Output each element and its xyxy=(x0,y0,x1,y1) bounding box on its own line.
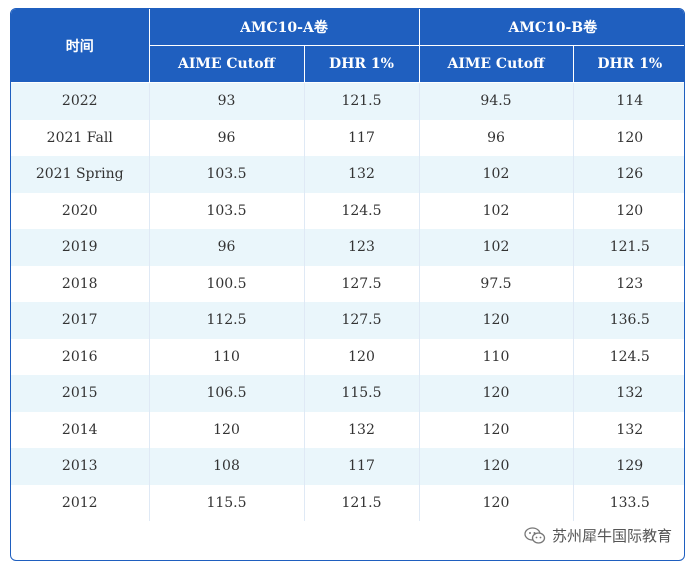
cell-a-aime-cutoff: 93 xyxy=(149,82,305,120)
cell-a-dhr: 120 xyxy=(304,338,420,375)
cell-a-dhr: 117 xyxy=(304,448,420,485)
cell-year: 2014 xyxy=(11,411,150,448)
cell-a-dhr: 117 xyxy=(304,119,420,156)
table-row: 2012 115.5 121.5 120 133.5 xyxy=(11,484,684,521)
cell-year: 2017 xyxy=(11,302,150,339)
cell-b-dhr: 120 xyxy=(573,119,684,156)
cutoff-table: 时间 AMC10-A卷 AMC10-B卷 AIME Cutoff DHR 1% … xyxy=(11,9,684,521)
cell-year: 2015 xyxy=(11,375,150,412)
cell-a-dhr: 132 xyxy=(304,156,420,193)
cutoff-table-frame: 时间 AMC10-A卷 AMC10-B卷 AIME Cutoff DHR 1% … xyxy=(10,8,685,561)
table-row: 2019 96 123 102 121.5 xyxy=(11,229,684,266)
header-a-aime-cutoff: AIME Cutoff xyxy=(149,45,305,83)
table-row: 2013 108 117 120 129 xyxy=(11,448,684,485)
cell-a-dhr: 121.5 xyxy=(304,82,420,120)
cell-b-aime-cutoff: 110 xyxy=(419,338,574,375)
cell-b-dhr: 129 xyxy=(573,448,684,485)
cell-year: 2018 xyxy=(11,265,150,302)
cell-a-aime-cutoff: 115.5 xyxy=(149,484,305,521)
header-amc10a: AMC10-A卷 xyxy=(149,9,420,46)
cell-a-aime-cutoff: 112.5 xyxy=(149,302,305,339)
cell-a-dhr: 127.5 xyxy=(304,265,420,302)
table-row: 2017 112.5 127.5 120 136.5 xyxy=(11,302,684,339)
cell-year: 2020 xyxy=(11,192,150,229)
table-row: 2016 110 120 110 124.5 xyxy=(11,338,684,375)
cell-a-aime-cutoff: 108 xyxy=(149,448,305,485)
cell-b-dhr: 123 xyxy=(573,265,684,302)
cell-b-dhr: 132 xyxy=(573,411,684,448)
cell-year: 2016 xyxy=(11,338,150,375)
header-a-dhr: DHR 1% xyxy=(304,45,420,83)
cell-b-dhr: 132 xyxy=(573,375,684,412)
cell-year: 2012 xyxy=(11,484,150,521)
header-amc10b: AMC10-B卷 xyxy=(419,9,684,46)
cell-year: 2021 Spring xyxy=(11,156,150,193)
cell-b-aime-cutoff: 120 xyxy=(419,302,574,339)
cell-b-dhr: 114 xyxy=(573,82,684,120)
cell-year: 2019 xyxy=(11,229,150,266)
cell-a-dhr: 115.5 xyxy=(304,375,420,412)
cell-b-dhr: 126 xyxy=(573,156,684,193)
cell-b-aime-cutoff: 102 xyxy=(419,192,574,229)
cell-b-aime-cutoff: 102 xyxy=(419,156,574,193)
cell-b-aime-cutoff: 120 xyxy=(419,375,574,412)
cell-b-dhr: 133.5 xyxy=(573,484,684,521)
wechat-icon xyxy=(524,526,546,544)
cell-a-aime-cutoff: 110 xyxy=(149,338,305,375)
table-row: 2021 Fall 96 117 96 120 xyxy=(11,119,684,156)
cell-b-dhr: 136.5 xyxy=(573,302,684,339)
cell-b-aime-cutoff: 97.5 xyxy=(419,265,574,302)
cell-a-dhr: 127.5 xyxy=(304,302,420,339)
cell-a-dhr: 121.5 xyxy=(304,484,420,521)
table-header: 时间 AMC10-A卷 AMC10-B卷 AIME Cutoff DHR 1% … xyxy=(11,9,684,83)
cell-b-aime-cutoff: 94.5 xyxy=(419,82,574,120)
table-row: 2022 93 121.5 94.5 114 xyxy=(11,82,684,120)
table-row: 2021 Spring 103.5 132 102 126 xyxy=(11,156,684,193)
header-time: 时间 xyxy=(11,9,150,83)
cell-b-aime-cutoff: 102 xyxy=(419,229,574,266)
cell-a-aime-cutoff: 100.5 xyxy=(149,265,305,302)
cell-b-aime-cutoff: 96 xyxy=(419,119,574,156)
watermark-text: 苏州犀牛国际教育 xyxy=(551,527,672,545)
cell-a-aime-cutoff: 120 xyxy=(149,411,305,448)
watermark: 苏州犀牛国际教育 xyxy=(524,525,672,546)
cell-b-aime-cutoff: 120 xyxy=(419,484,574,521)
cell-b-dhr: 121.5 xyxy=(573,229,684,266)
table-row: 2020 103.5 124.5 102 120 xyxy=(11,192,684,229)
table-row: 2018 100.5 127.5 97.5 123 xyxy=(11,265,684,302)
cell-year: 2022 xyxy=(11,82,150,120)
cell-a-aime-cutoff: 96 xyxy=(149,229,305,266)
header-b-aime-cutoff: AIME Cutoff xyxy=(419,45,574,83)
cell-a-aime-cutoff: 96 xyxy=(149,119,305,156)
table-row: 2015 106.5 115.5 120 132 xyxy=(11,375,684,412)
cell-a-aime-cutoff: 103.5 xyxy=(149,192,305,229)
cell-a-dhr: 124.5 xyxy=(304,192,420,229)
cell-a-aime-cutoff: 106.5 xyxy=(149,375,305,412)
table-row: 2014 120 132 120 132 xyxy=(11,411,684,448)
cell-b-aime-cutoff: 120 xyxy=(419,448,574,485)
cell-b-dhr: 124.5 xyxy=(573,338,684,375)
cell-a-dhr: 123 xyxy=(304,229,420,266)
cell-a-aime-cutoff: 103.5 xyxy=(149,156,305,193)
cell-b-dhr: 120 xyxy=(573,192,684,229)
header-b-dhr: DHR 1% xyxy=(573,45,684,83)
cell-year: 2021 Fall xyxy=(11,119,150,156)
table-body: 2022 93 121.5 94.5 114 2021 Fall 96 117 96 120 202… xyxy=(11,82,684,521)
cell-year: 2013 xyxy=(11,448,150,485)
cell-a-dhr: 132 xyxy=(304,411,420,448)
cell-b-aime-cutoff: 120 xyxy=(419,411,574,448)
